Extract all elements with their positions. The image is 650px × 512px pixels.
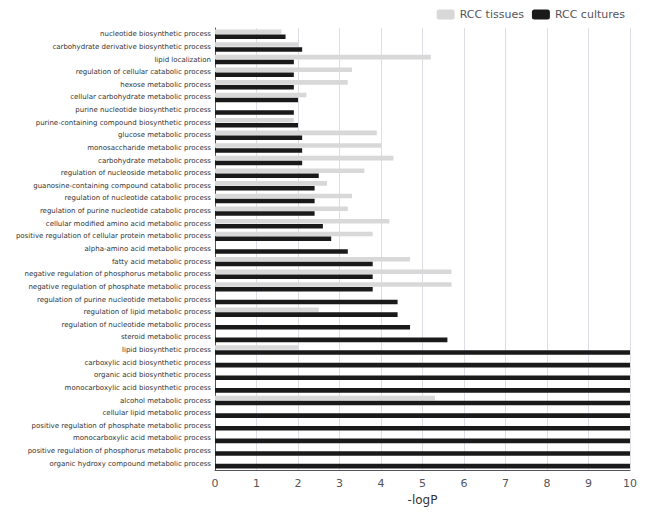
svg-text:purine nucleotide biosynthetic: purine nucleotide biosynthetic process: [75, 106, 211, 114]
svg-text:regulation of purine nucleotid: regulation of purine nucleotide cataboli…: [40, 207, 211, 215]
svg-text:guanosine-containing compound: guanosine-containing compound catabolic …: [33, 182, 211, 190]
svg-text:RCC tissues: RCC tissues: [460, 8, 525, 21]
svg-text:-logP: -logP: [408, 493, 438, 507]
svg-text:monocarboxylic acid biosynthet: monocarboxylic acid biosynthetic process: [65, 384, 212, 392]
svg-text:organic acid biosynthetic proc: organic acid biosynthetic process: [94, 371, 211, 379]
svg-text:monocarboxylic acid metabolic: monocarboxylic acid metabolic process: [73, 434, 211, 442]
svg-text:hexose metabolic process: hexose metabolic process: [120, 81, 211, 89]
svg-text:alcohol metabolic process: alcohol metabolic process: [120, 397, 211, 405]
svg-text:cellular lipid metabolic proce: cellular lipid metabolic process: [102, 409, 211, 417]
svg-text:organic hydroxy compound metab: organic hydroxy compound metabolic proce…: [49, 460, 211, 468]
svg-text:lipid biosynthetic process: lipid biosynthetic process: [122, 346, 211, 354]
svg-text:lipid localization: lipid localization: [154, 56, 211, 64]
svg-text:4: 4: [378, 477, 385, 490]
svg-text:positive regulation of cellula: positive regulation of cellular protein …: [16, 232, 211, 240]
svg-text:alpha-amino acid metabolic pro: alpha-amino acid metabolic process: [85, 245, 212, 253]
svg-text:3: 3: [336, 477, 343, 490]
svg-text:carbohydrate metabolic process: carbohydrate metabolic process: [98, 157, 211, 165]
svg-text:regulation of nucleotide metab: regulation of nucleotide metabolic proce…: [62, 321, 212, 329]
svg-text:positive regulation of phospha: positive regulation of phosphate metabol…: [32, 422, 212, 430]
svg-text:purine-containing compound bio: purine-containing compound biosynthetic …: [36, 119, 212, 127]
svg-text:negative regulation of phospha: negative regulation of phosphate metabol…: [28, 283, 211, 291]
svg-text:carboxylic acid biosynthetic p: carboxylic acid biosynthetic process: [84, 359, 211, 367]
svg-text:fatty acid metabolic process: fatty acid metabolic process: [112, 258, 211, 266]
svg-text:regulation of purine nucleotid: regulation of purine nucleotide metaboli…: [37, 296, 211, 304]
svg-text:monosaccharide metabolic proce: monosaccharide metabolic process: [87, 144, 211, 152]
svg-text:regulation of cellular catabol: regulation of cellular catabolic process: [76, 68, 212, 76]
svg-text:positive regulation of phospho: positive regulation of phosphorus metabo…: [28, 447, 212, 455]
svg-text:steroid metabolic process: steroid metabolic process: [121, 333, 211, 341]
svg-text:RCC cultures: RCC cultures: [555, 8, 625, 21]
svg-text:0: 0: [212, 477, 219, 490]
svg-text:1: 1: [253, 477, 260, 490]
svg-text:glucose metabolic process: glucose metabolic process: [118, 131, 211, 139]
svg-text:7: 7: [502, 477, 509, 490]
svg-text:regulation of nucleoside metab: regulation of nucleoside metabolic proce…: [61, 169, 212, 177]
svg-text:2: 2: [295, 477, 302, 490]
svg-text:carbohydrate derivative biosyn: carbohydrate derivative biosynthetic pro…: [52, 43, 211, 51]
svg-text:regulation of lipid metabolic: regulation of lipid metabolic process: [84, 308, 212, 316]
svg-text:negative regulation of phospho: negative regulation of phosphorus metabo…: [25, 270, 212, 278]
svg-text:10: 10: [623, 477, 637, 490]
svg-text:8: 8: [544, 477, 551, 490]
svg-text:nucleotide biosynthetic proces: nucleotide biosynthetic process: [100, 30, 211, 38]
svg-text:cellular carbohydrate metaboli: cellular carbohydrate metabolic process: [70, 93, 211, 101]
svg-text:6: 6: [461, 477, 468, 490]
svg-text:5: 5: [419, 477, 426, 490]
svg-text:regulation of nucleotide catab: regulation of nucleotide catabolic proce…: [65, 194, 212, 202]
svg-text:9: 9: [585, 477, 592, 490]
svg-text:cellular modified amino acid m: cellular modified amino acid metabolic p…: [46, 220, 212, 228]
